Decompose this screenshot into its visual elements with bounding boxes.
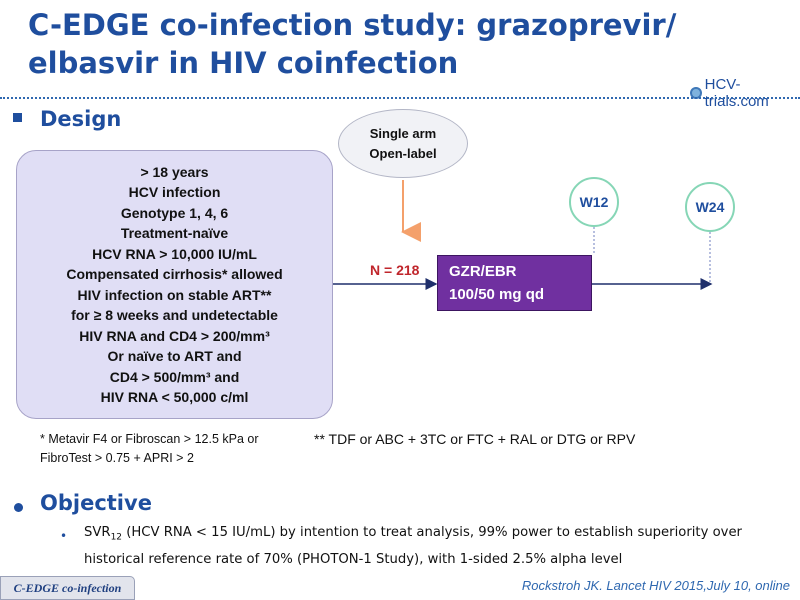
round-bullet-icon <box>14 503 23 512</box>
criteria-item: for ≥ 8 weeks and undetectable <box>71 307 278 323</box>
square-bullet-icon <box>13 113 22 122</box>
criteria-item: Treatment-naïve <box>120 225 229 241</box>
title-divider <box>0 97 800 99</box>
cirrhosis-footnote: * Metavir F4 or Fibroscan > 12.5 kPa or … <box>40 432 259 465</box>
week-12-marker: W12 <box>569 177 619 227</box>
treatment-arm-drug: GZR/EBR <box>449 263 517 280</box>
art-footnote: ** TDF or ABC + 3TC or FTC + RAL or DTG … <box>314 431 636 447</box>
treatment-arm-box: GZR/EBR 100/50 mg qd <box>437 255 592 311</box>
objective-description: (HCV RNA < 15 IU/mL) by intention to tre… <box>84 525 742 567</box>
treatment-arm-dose: 100/50 mg qd <box>449 286 545 303</box>
criteria-item: HIV infection on stable ART** <box>77 286 272 303</box>
criteria-item: HIV RNA and CD4 > 200/mm³ <box>79 327 270 344</box>
criteria-item: Or naïve to ART and <box>107 348 242 364</box>
slide-title: C-EDGE co-infection study: grazoprevir/ … <box>28 8 677 80</box>
objective-heading: Objective <box>40 491 152 515</box>
week-24-marker: W24 <box>685 182 735 232</box>
design-heading: Design <box>40 107 122 131</box>
sample-size-label: N = 218 <box>370 262 420 278</box>
criteria-item: HCV infection <box>128 184 221 200</box>
single-arm-label: Single arm <box>369 125 437 141</box>
objective-endpoint-week: 12 <box>110 532 123 543</box>
study-design-oval: Single arm Open-label <box>338 109 468 178</box>
criteria-item: HCV RNA > 10,000 IU/mL <box>92 245 257 262</box>
reference-citation: Rockstroh JK. Lancet HIV 2015,July 10, o… <box>521 578 790 593</box>
study-name-tag: C-EDGE co-infection <box>0 576 135 600</box>
sub-bullet-icon: • <box>60 529 68 543</box>
open-label-label: Open-label <box>369 145 437 161</box>
criteria-item: Genotype 1, 4, 6 <box>120 204 229 221</box>
inclusion-criteria-box: > 18 years HCV infection Genotype 1, 4, … <box>16 150 333 419</box>
criteria-item: Compensated cirrhosis* allowed <box>66 266 283 282</box>
objective-text: SVR12 (HCV RNA < 15 IU/mL) by intention … <box>84 522 784 571</box>
objective-endpoint: SVR <box>84 525 111 540</box>
criteria-item: HIV RNA < 50,000 c/ml <box>100 389 249 405</box>
criteria-item: > 18 years <box>140 163 209 180</box>
criteria-item: CD4 > 500/mm³ and <box>109 368 240 385</box>
